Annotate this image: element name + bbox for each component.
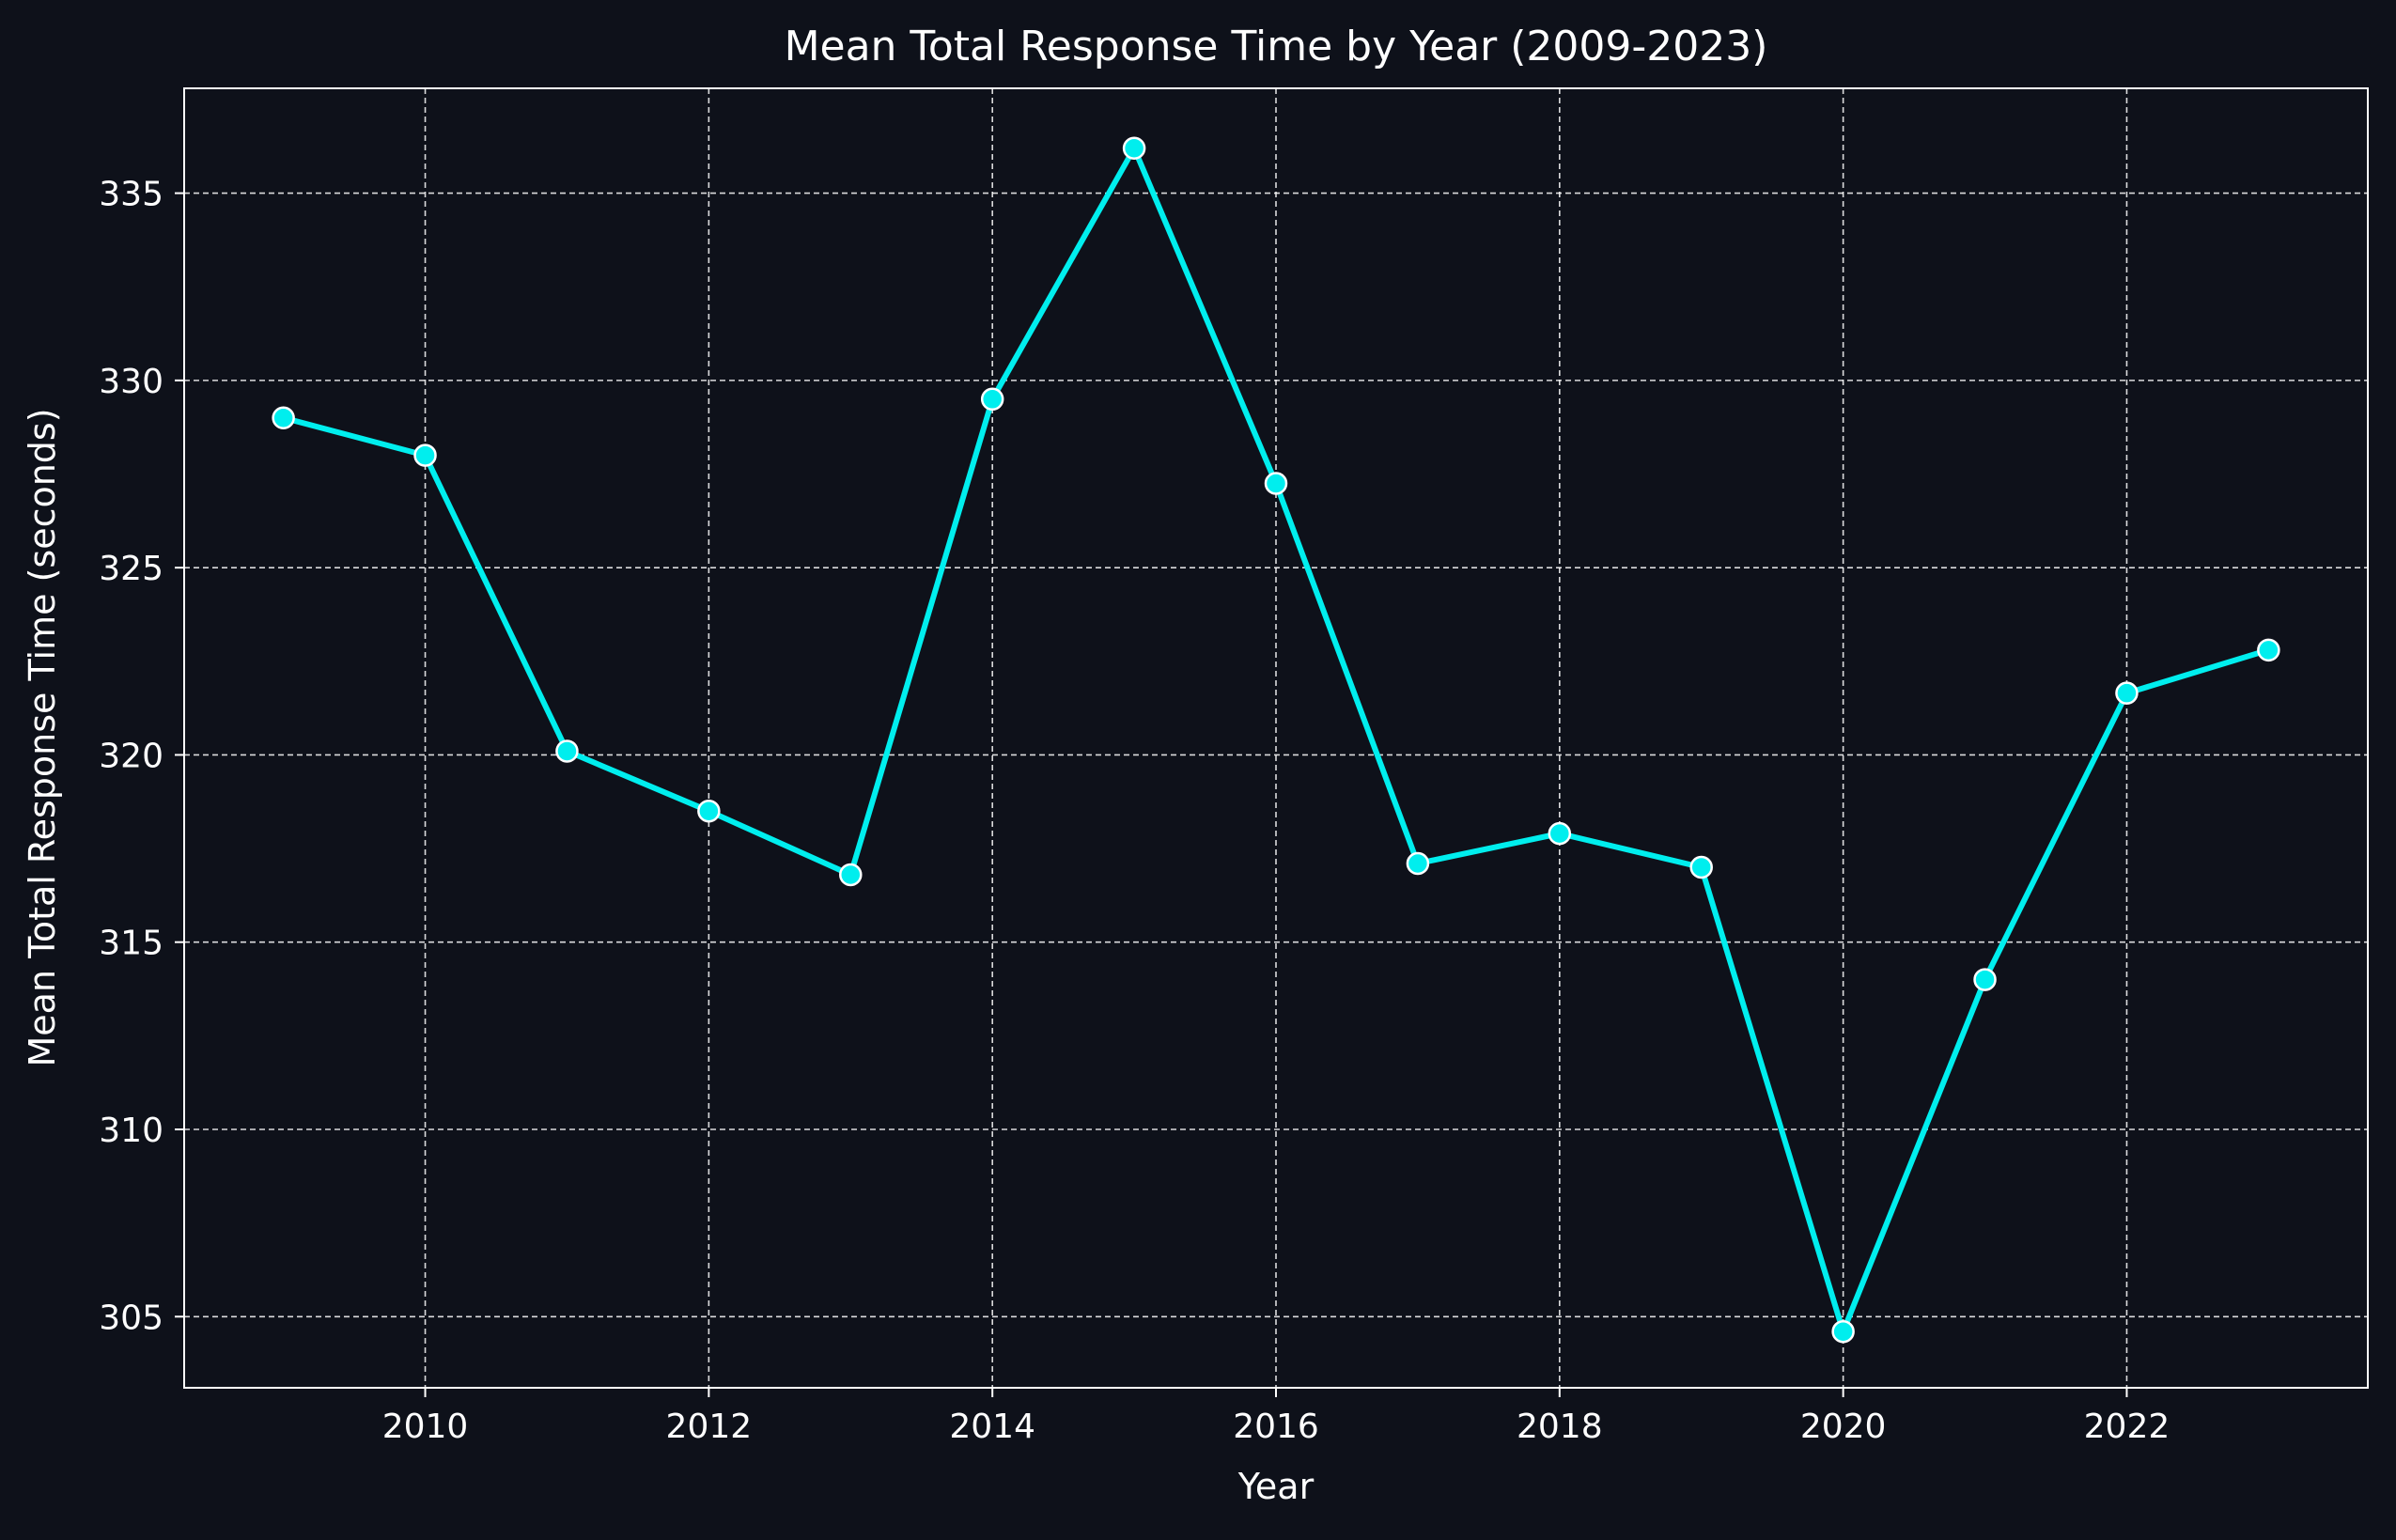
- data-point: [2257, 638, 2280, 662]
- series-layer: [272, 136, 2280, 1344]
- y-tick-label: 335: [99, 176, 163, 214]
- data-point: [980, 387, 1004, 412]
- x-tick-label: 2022: [2084, 1408, 2170, 1446]
- data-point: [1831, 1319, 1855, 1344]
- data-point: [1689, 855, 1713, 879]
- data-point: [1264, 472, 1288, 495]
- x-tick-label: 2010: [382, 1408, 469, 1446]
- data-point: [697, 799, 721, 823]
- x-tick-label: 2016: [1233, 1408, 1319, 1446]
- y-tick-label: 305: [99, 1299, 163, 1337]
- data-point: [272, 406, 295, 429]
- grid-layer: [184, 88, 2368, 1388]
- y-tick-label: 315: [99, 925, 163, 963]
- y-tick-label: 325: [99, 550, 163, 588]
- x-tick-label: 2018: [1517, 1408, 1603, 1446]
- x-tick-label: 2020: [1800, 1408, 1887, 1446]
- data-point: [555, 739, 579, 763]
- x-tick-label: 2014: [949, 1408, 1035, 1446]
- y-tick-label: 310: [99, 1112, 163, 1150]
- tick-layer: 2010 2012 2014 2016 2018 2020 2022 305 310 315 320…: [99, 176, 2170, 1446]
- data-point: [839, 863, 863, 887]
- y-tick-label: 320: [99, 737, 163, 775]
- y-axis-label: Mean Total Response Time (seconds): [22, 408, 63, 1066]
- x-axis-label: Year: [1237, 1466, 1315, 1507]
- y-tick-label: 330: [99, 363, 163, 401]
- data-point: [1122, 136, 1146, 161]
- x-tick-label: 2012: [666, 1408, 753, 1446]
- chart-title: Mean Total Response Time by Year (2009-2…: [785, 23, 1768, 70]
- data-point: [1973, 968, 1997, 991]
- data-point: [2115, 681, 2139, 705]
- data-point: [413, 443, 437, 467]
- data-point: [1406, 851, 1430, 876]
- data-point: [1548, 821, 1572, 846]
